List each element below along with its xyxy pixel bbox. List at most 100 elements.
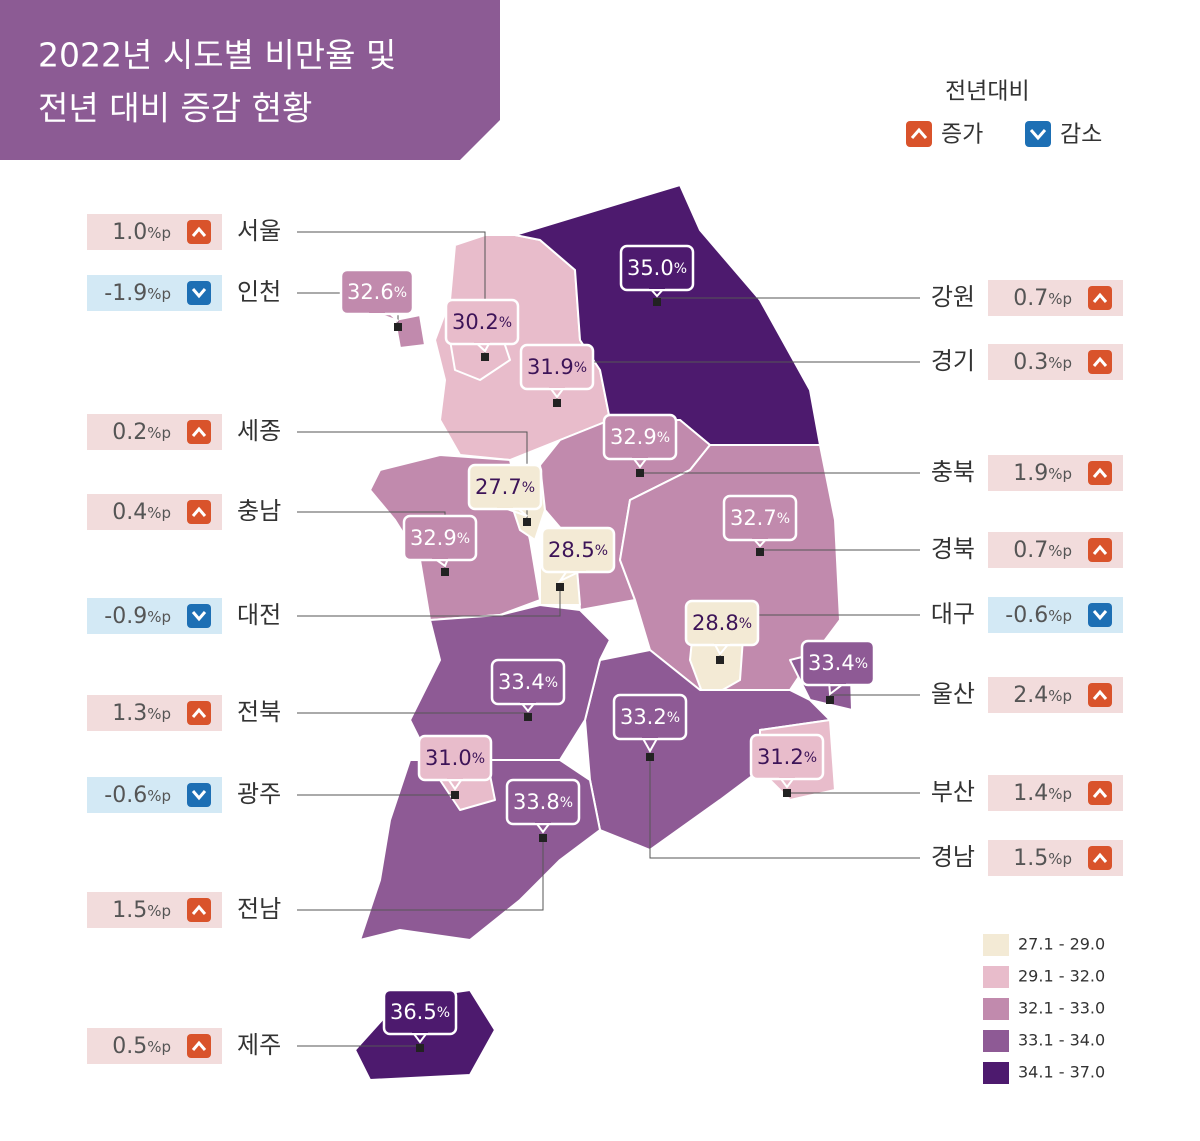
- pointer-dot: [783, 789, 791, 797]
- change-value: -0.6%p: [1005, 603, 1072, 628]
- region-label: 0.2%p 세종: [87, 414, 281, 450]
- bubble: [519, 343, 595, 391]
- rate-number: 28.5: [548, 538, 595, 562]
- bubble-cover: [474, 339, 490, 343]
- bubble: [490, 658, 566, 706]
- chevron: [191, 288, 207, 299]
- rate-number: 32.7: [730, 506, 777, 530]
- title-line: 전년 대비 증감 현황: [38, 89, 312, 128]
- rate-bubble: 35.0%: [619, 244, 695, 306]
- chevron: [191, 790, 207, 801]
- bubble: [602, 413, 678, 461]
- change-unit: %p: [1048, 785, 1072, 803]
- chevron: [1092, 292, 1108, 303]
- leader-line: [649, 757, 920, 859]
- change-value: 0.7%p: [1013, 286, 1072, 311]
- bubble: [444, 298, 520, 346]
- region-label: 0.3%p 경기: [931, 344, 1123, 380]
- change-number: 0.3: [1013, 350, 1048, 375]
- title-line: 2022년 시도별 비만율 및: [38, 36, 396, 75]
- region-name: 경북: [931, 535, 975, 563]
- change-value: 2.4%p: [1013, 683, 1072, 708]
- bubble-cover: [535, 819, 551, 823]
- bubble-cover: [752, 535, 768, 539]
- change-number: -1.9: [104, 281, 147, 306]
- rate-unit: %: [739, 616, 752, 632]
- pointer-dot: [523, 518, 531, 526]
- rate-value: 33.8%: [513, 790, 573, 814]
- rate-value: 32.9%: [410, 526, 470, 550]
- rate-unit: %: [437, 1005, 450, 1021]
- rate-unit: %: [804, 750, 817, 766]
- rate-value: 28.5%: [548, 538, 608, 562]
- pointer-dot: [539, 834, 547, 842]
- change-unit: %p: [147, 1038, 171, 1056]
- rate-bubble: 27.7%: [467, 463, 543, 526]
- change-unit: %p: [147, 224, 171, 242]
- change-unit: %p: [1048, 687, 1072, 705]
- pointer-dot: [451, 791, 459, 799]
- rate-bubble: 32.7%: [722, 494, 798, 556]
- legend-title: 전년대비: [945, 79, 1030, 105]
- rate-number: 31.9: [527, 355, 574, 379]
- chevron: [1092, 787, 1108, 798]
- rate-unit: %: [595, 543, 608, 559]
- change-number: 2.4: [1013, 683, 1048, 708]
- chevron: [1092, 852, 1108, 863]
- change-unit: %p: [147, 504, 171, 522]
- bubble: [619, 244, 695, 292]
- legend-decrease: 감소: [1060, 122, 1102, 148]
- pointer-dot: [716, 656, 724, 664]
- bubble-cover: [714, 640, 730, 644]
- chevron: [191, 904, 207, 915]
- change-value: 0.2%p: [112, 420, 171, 445]
- region-name: 울산: [931, 680, 975, 708]
- change-number: 1.0: [112, 220, 147, 245]
- bin-label: 34.1 - 37.0: [1018, 1063, 1105, 1082]
- bubble: [684, 599, 760, 647]
- change-value: 0.4%p: [112, 500, 171, 525]
- region-name: 충북: [931, 458, 975, 486]
- change-number: 1.3: [112, 701, 147, 726]
- bubble-cover: [549, 384, 565, 388]
- bubble: [722, 494, 798, 542]
- rate-value: 36.5%: [390, 1000, 450, 1024]
- rate-number: 32.9: [610, 425, 657, 449]
- rate-unit: %: [855, 656, 868, 672]
- bubble-cover: [642, 734, 658, 738]
- region-name: 제주: [237, 1031, 281, 1059]
- rate-value: 32.7%: [730, 506, 790, 530]
- rate-bubble: 33.8%: [505, 778, 581, 842]
- rate-number: 31.0: [425, 746, 472, 770]
- bubble-cover: [632, 454, 648, 458]
- bubble-cover: [520, 699, 536, 703]
- increase-icon: [1088, 286, 1112, 310]
- rate-unit: %: [472, 751, 485, 767]
- pointer-dot: [646, 753, 654, 761]
- change-value: -0.9%p: [104, 604, 171, 629]
- change-number: 0.4: [112, 500, 147, 525]
- increase-icon: [1088, 846, 1112, 870]
- change-number: 0.7: [1013, 538, 1048, 563]
- leader-line: [297, 587, 561, 617]
- pointer-dot: [556, 583, 564, 591]
- rate-unit: %: [522, 480, 535, 496]
- rate-bubble: 30.2%: [444, 298, 520, 361]
- rate-value: 31.9%: [527, 355, 587, 379]
- change-number: -0.9: [104, 604, 147, 629]
- rate-unit: %: [674, 261, 687, 277]
- decrease-icon: [1088, 603, 1112, 627]
- region-label: 1.5%p 전남: [87, 892, 281, 928]
- increase-icon: [187, 1034, 211, 1058]
- increase-icon: [1088, 538, 1112, 562]
- change-number: 1.5: [1013, 846, 1048, 871]
- region-label: 0.5%p 제주: [87, 1028, 281, 1064]
- rate-value: 32.9%: [610, 425, 670, 449]
- bubble-cover: [570, 567, 586, 571]
- rate-bubble: 28.8%: [684, 599, 760, 664]
- change-value: 0.3%p: [1013, 350, 1072, 375]
- decrease-icon: [1025, 121, 1051, 147]
- bubble: [467, 463, 543, 511]
- increase-icon: [187, 701, 211, 725]
